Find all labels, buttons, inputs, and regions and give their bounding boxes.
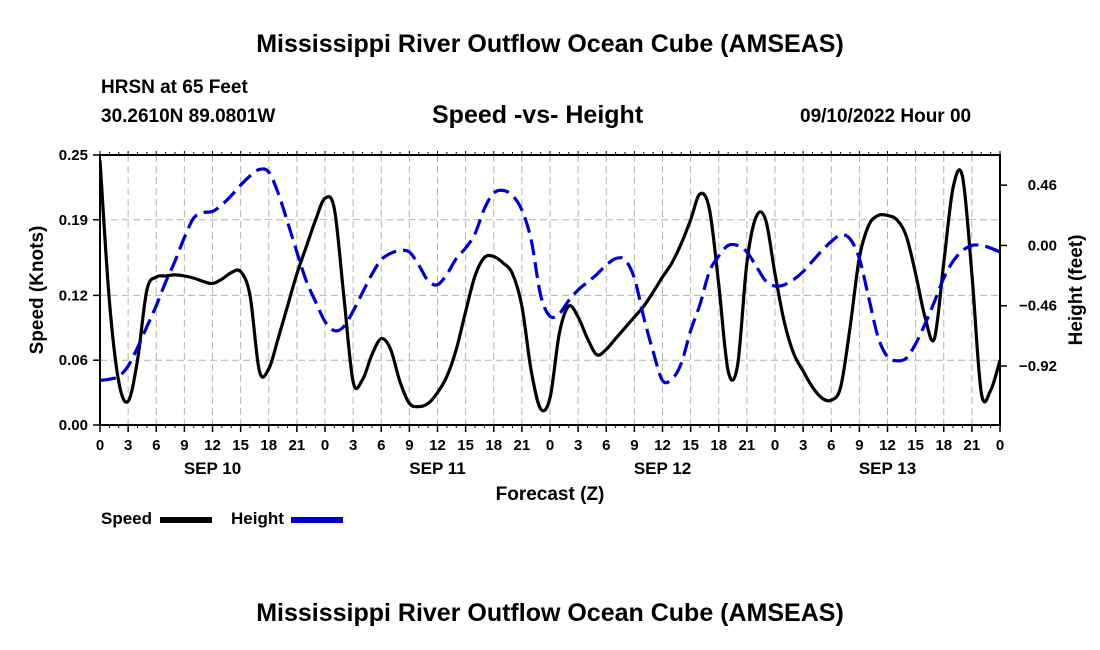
x-tick-label: 6 xyxy=(827,437,835,454)
x-tick-label: 18 xyxy=(260,437,277,454)
x-tick-label: 21 xyxy=(964,437,981,454)
x-date-label: SEP 12 xyxy=(634,459,691,478)
y2-tick-label: 0.00 xyxy=(1028,237,1057,254)
forecast-datetime: 09/10/2022 Hour 00 xyxy=(800,106,972,127)
x-tick-label: 15 xyxy=(682,437,699,454)
x-tick-label: 0 xyxy=(321,437,329,454)
x-tick-label: 18 xyxy=(485,437,502,454)
x-tick-label: 6 xyxy=(602,437,610,454)
x-tick-label: 6 xyxy=(152,437,160,454)
x-tick-label: 0 xyxy=(996,437,1004,454)
x-tick-label: 9 xyxy=(630,437,638,454)
x-tick-label: 21 xyxy=(739,437,756,454)
y-tick-label: 0.06 xyxy=(59,352,88,369)
x-tick-label: 12 xyxy=(879,437,896,454)
x-tick-label: 15 xyxy=(907,437,924,454)
x-tick-label: 0 xyxy=(96,437,104,454)
x-tick-label: 12 xyxy=(429,437,446,454)
x-tick-label: 21 xyxy=(514,437,531,454)
x-tick-label: 15 xyxy=(232,437,249,454)
coordinates-label: 30.2610N 89.0801W xyxy=(101,106,276,127)
legend-height-label: Height xyxy=(231,509,284,528)
x-tick-label: 0 xyxy=(771,437,779,454)
x-tick-label: 18 xyxy=(935,437,952,454)
axis-tick-labels: 0 3 6 9 12 15 18 21 0 3 6 9 12 15 18 21 0 3 6 9 12 15 18 21 0 3 6 9… xyxy=(59,147,1057,478)
x-tick-label: 21 xyxy=(289,437,306,454)
y-axis-label: Speed (Knots) xyxy=(27,226,48,355)
x-tick-label: 9 xyxy=(405,437,413,454)
x-tick-label: 3 xyxy=(349,437,357,454)
x-date-label: SEP 13 xyxy=(859,459,916,478)
x-tick-label: 18 xyxy=(710,437,727,454)
y2-tick-label: −0.46 xyxy=(1019,298,1057,315)
chart-main-title: Mississippi River Outflow Ocean Cube (AM… xyxy=(256,30,844,58)
x-tick-label: 9 xyxy=(855,437,863,454)
y-tick-label: 0.19 xyxy=(59,212,88,229)
series-lines xyxy=(100,160,1000,413)
axis-ticks xyxy=(93,151,1007,432)
y2-tick-label: −0.92 xyxy=(1019,358,1057,375)
x-tick-label: 3 xyxy=(574,437,582,454)
x-date-label: SEP 11 xyxy=(409,459,465,478)
x-tick-label: 3 xyxy=(799,437,807,454)
legend-speed-label: Speed xyxy=(101,509,153,528)
y-tick-label: 0.00 xyxy=(59,417,88,434)
x-tick-label: 6 xyxy=(377,437,385,454)
x-tick-label: 0 xyxy=(546,437,554,454)
x-tick-label: 9 xyxy=(180,437,188,454)
station-label: HRSN at 65 Feet xyxy=(101,77,248,98)
y-tick-label: 0.25 xyxy=(59,147,88,164)
x-tick-label: 12 xyxy=(654,437,671,454)
x-tick-label: 15 xyxy=(457,437,474,454)
y2-axis-label: Height (feet) xyxy=(1066,235,1087,346)
y-tick-label: 0.12 xyxy=(59,287,88,304)
height-series-line xyxy=(100,167,1000,385)
grid-lines xyxy=(100,155,1000,425)
speed-series-line xyxy=(100,160,1000,413)
x-axis-label: Forecast (Z) xyxy=(496,484,605,505)
x-tick-label: 3 xyxy=(124,437,132,454)
x-date-label: SEP 10 xyxy=(184,459,241,478)
chart-bottom-title: Mississippi River Outflow Ocean Cube (AM… xyxy=(256,599,844,627)
x-tick-label: 12 xyxy=(204,437,221,454)
y2-tick-label: 0.46 xyxy=(1028,177,1057,194)
chart-title: Speed -vs- Height xyxy=(432,101,644,129)
